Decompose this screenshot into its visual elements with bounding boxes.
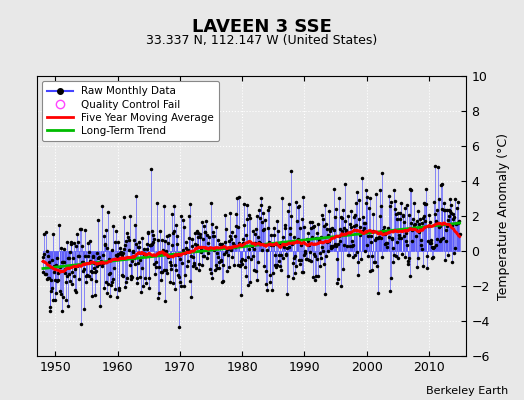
Text: 33.337 N, 112.147 W (United States): 33.337 N, 112.147 W (United States) xyxy=(146,34,378,47)
Text: LAVEEN 3 SSE: LAVEEN 3 SSE xyxy=(192,18,332,36)
Legend: Raw Monthly Data, Quality Control Fail, Five Year Moving Average, Long-Term Tren: Raw Monthly Data, Quality Control Fail, … xyxy=(42,81,220,141)
Text: Berkeley Earth: Berkeley Earth xyxy=(426,386,508,396)
Y-axis label: Temperature Anomaly (°C): Temperature Anomaly (°C) xyxy=(497,132,509,300)
